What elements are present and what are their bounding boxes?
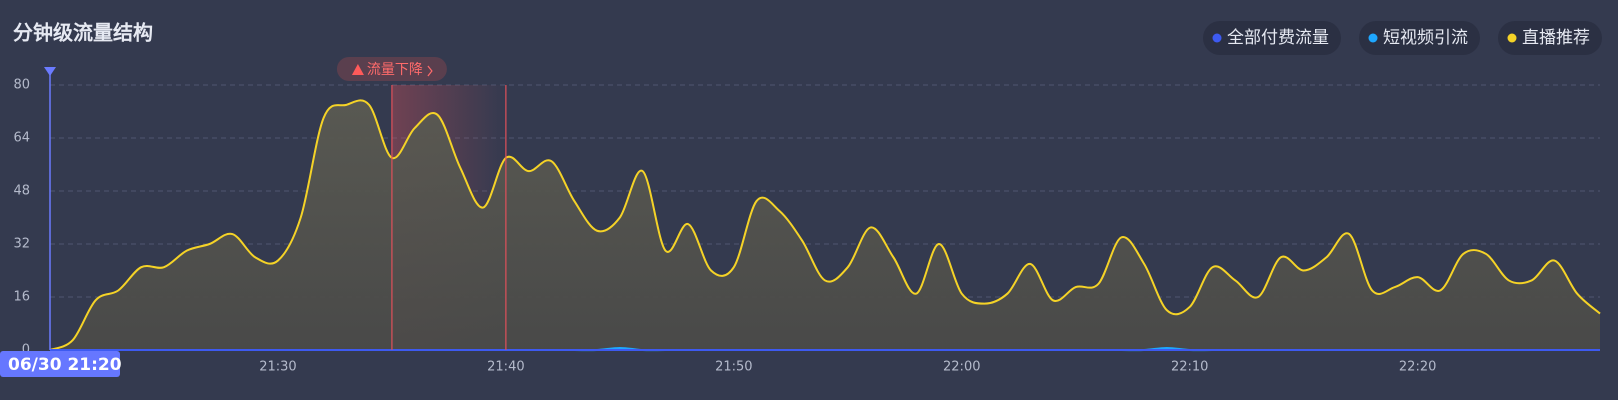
x-tick-label: 22:20 [1399, 360, 1436, 375]
y-tick-label: 32 [13, 237, 30, 252]
legend-swatch [1212, 33, 1222, 43]
y-tick-label: 0 [22, 343, 30, 358]
chart-title: 分钟级流量结构 [13, 21, 153, 45]
legend-bg [1498, 21, 1602, 55]
y-tick-label: 48 [13, 184, 30, 199]
series-line [49, 99, 1601, 351]
x-tick-label: 22:10 [1171, 360, 1208, 375]
legend-label: 全部付费流量 [1227, 28, 1329, 48]
legend-label: 短视频引流 [1383, 28, 1468, 48]
y-tick-label: 64 [13, 131, 30, 146]
annotation-bg [336, 57, 447, 81]
legend-bg [1203, 21, 1341, 55]
annotation-icon [351, 64, 364, 75]
cursor-label: 06/30 21:20 [8, 355, 122, 375]
legend-item: 全部付费流量 [1203, 21, 1341, 55]
legend-swatch [1507, 33, 1517, 43]
y-tick-label: 80 [13, 78, 30, 93]
x-tick-label: 21:50 [715, 360, 752, 375]
x-tick-label: 21:40 [487, 360, 524, 375]
y-axis-arrow [44, 67, 56, 76]
legend-item: 直播推荐 [1498, 21, 1602, 55]
y-tick-label: 16 [13, 290, 30, 305]
legend-swatch [1368, 33, 1378, 43]
x-tick-label: 21:30 [259, 360, 296, 375]
annotation: 流量下降 [367, 62, 423, 78]
legend-bg [1359, 21, 1480, 55]
cursor-label-bg [0, 351, 120, 377]
legend-label: 直播推荐 [1522, 28, 1590, 48]
annotation-chevron [427, 65, 433, 77]
series-area [50, 100, 1600, 351]
legend-item: 短视频引流 [1359, 21, 1480, 55]
x-tick-label: 22:00 [943, 360, 980, 375]
